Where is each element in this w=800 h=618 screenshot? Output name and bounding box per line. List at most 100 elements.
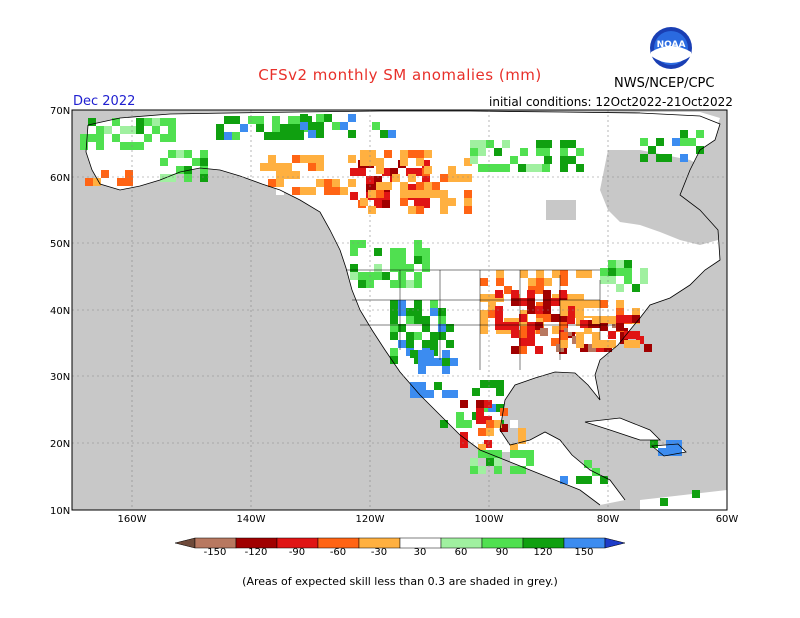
anomaly-cell [168, 174, 176, 182]
anomaly-cell [398, 324, 406, 332]
anomaly-cell [264, 132, 272, 140]
anomaly-cell [392, 174, 400, 182]
anomaly-cell [390, 248, 398, 256]
anomaly-cell [520, 270, 528, 278]
colorbar-arrow-left [174, 537, 196, 549]
anomaly-cell [632, 284, 640, 292]
anomaly-cell [374, 176, 382, 184]
anomaly-cell [494, 466, 502, 474]
anomaly-cell [511, 330, 519, 338]
anomaly-cell [616, 284, 624, 292]
anomaly-cell [478, 140, 486, 148]
anomaly-cell [398, 256, 406, 264]
anomaly-cell [324, 187, 332, 195]
anomaly-cell [418, 366, 426, 374]
anomaly-cell [200, 158, 208, 166]
anomaly-cell [476, 416, 484, 424]
anomaly-cell [292, 171, 300, 179]
anomaly-cell [268, 179, 276, 187]
anomaly-cell [680, 154, 688, 162]
anomaly-cell [480, 294, 488, 302]
anomaly-cell [448, 198, 456, 206]
anomaly-cell [316, 163, 324, 171]
anomaly-cell [376, 182, 384, 190]
anomaly-cell [422, 340, 430, 348]
anomaly-cell [520, 148, 528, 156]
anomaly-cell [486, 428, 494, 436]
anomaly-cell [80, 134, 88, 142]
anomaly-cell [480, 318, 488, 326]
anomaly-cell [544, 140, 552, 148]
anomaly-cell [536, 278, 544, 286]
anomaly-cell [424, 150, 432, 158]
anomaly-cell [256, 116, 264, 124]
anomaly-cell [624, 276, 632, 284]
anomaly-cell [368, 158, 376, 166]
anomaly-cell [358, 280, 366, 288]
anomaly-cell [232, 116, 240, 124]
anomaly-cell [600, 323, 608, 331]
anomaly-cell [511, 346, 519, 354]
anomaly-cell [535, 346, 543, 354]
anomaly-cell [476, 408, 484, 416]
anomaly-cell [616, 315, 624, 323]
anomaly-cell [422, 316, 430, 324]
anomaly-cell [366, 184, 374, 192]
anomaly-cell [464, 206, 472, 214]
anomaly-cell [410, 382, 418, 390]
anomaly-cell [414, 168, 422, 176]
anomaly-cell [350, 248, 358, 256]
anomaly-cell [434, 358, 442, 366]
anomaly-cell [374, 272, 382, 280]
anomaly-cell [472, 388, 480, 396]
anomaly-cell [340, 187, 348, 195]
anomaly-cell [656, 154, 664, 162]
anomaly-cell [632, 340, 640, 348]
anomaly-cell [216, 124, 224, 132]
anomaly-cell [448, 166, 456, 174]
anomaly-cell [152, 118, 160, 126]
anomaly-cell [543, 290, 551, 298]
anomaly-cell [551, 298, 559, 306]
anomaly-cell [576, 294, 584, 302]
anomaly-cell [414, 248, 422, 256]
footnote: (Areas of expected skill less than 0.3 a… [242, 575, 558, 588]
anomaly-cell [526, 450, 534, 458]
anomaly-cell [519, 298, 527, 306]
anomaly-cell [624, 260, 632, 268]
anomaly-cell [616, 260, 624, 268]
anomaly-cell [408, 190, 416, 198]
anomaly-cell [488, 310, 496, 318]
anomaly-cell [276, 179, 284, 187]
anomaly-cell [440, 206, 448, 214]
anomaly-cell [660, 498, 668, 506]
anomaly-cell [494, 450, 502, 458]
anomaly-cell [644, 344, 652, 352]
anomaly-cell [456, 420, 464, 428]
anomaly-cell [408, 206, 416, 214]
anomaly-cell [430, 308, 438, 316]
anomaly-cell [392, 182, 400, 190]
anomaly-cell [400, 198, 408, 206]
anomaly-cell [576, 164, 584, 172]
anomaly-cell [136, 142, 144, 150]
anomaly-cell [88, 134, 96, 142]
anomaly-cell [414, 280, 422, 288]
anomaly-cell [418, 358, 426, 366]
anomaly-cell [576, 300, 584, 308]
anomaly-cell [559, 290, 567, 298]
colorbar-label: -150 [204, 547, 227, 558]
anomaly-cell [568, 156, 576, 164]
lon-label: 160W [118, 514, 147, 525]
anomaly-cell [528, 278, 536, 286]
anomaly-cell [390, 348, 398, 356]
anomaly-cell [316, 122, 324, 130]
anomaly-cell [414, 300, 422, 308]
anomaly-cell [390, 356, 398, 364]
anomaly-cell [560, 308, 568, 316]
anomaly-cell [416, 182, 424, 190]
anomaly-cell [80, 142, 88, 150]
anomaly-cell [560, 278, 568, 286]
colorbar-label: 150 [574, 547, 593, 558]
anomaly-cell [608, 276, 616, 284]
